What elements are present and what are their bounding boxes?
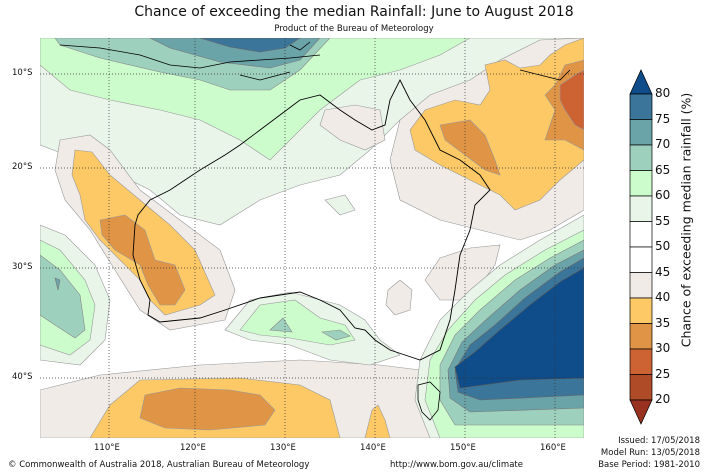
contour-65-70-west: [40, 254, 86, 339]
lon-label-160e: 160°E: [540, 443, 566, 453]
model-run-date: Model Run: 13/05/2018: [600, 448, 700, 458]
colorbar-bin: [629, 374, 653, 401]
lat-label-30s: 30°S: [12, 262, 33, 272]
lon-label-110e: 110°E: [94, 443, 120, 453]
lat-label-20s: 20°S: [12, 162, 33, 172]
colorbar-bin: [629, 93, 653, 120]
colorbar-bin: [629, 144, 653, 171]
contour-30-35-south: [139, 387, 276, 431]
colorbar-bin: [629, 272, 653, 299]
colorbar-tick-label: 45: [655, 264, 671, 279]
colorbar-tick-label: 55: [655, 213, 671, 228]
lat-label-10s: 10°S: [12, 68, 33, 78]
contour-25-30-ne: [559, 69, 584, 131]
colorbar-tick-label: 35: [655, 315, 671, 330]
contour-40-45-central: [319, 104, 386, 151]
contour-30-35-west: [99, 214, 186, 306]
contour-35-40-ne: [409, 38, 584, 211]
contour-35-40-south2: [364, 404, 391, 438]
colorbar-extend-top: [629, 69, 653, 95]
chart-title: Chance of exceeding the median Rainfall:…: [134, 4, 574, 20]
colorbar-bin: [629, 348, 653, 375]
colorbar-bin: [629, 119, 653, 146]
colorbar-tick-label: 40: [655, 290, 671, 304]
colorbar-tick-label: 60: [655, 188, 671, 202]
map-plot-area: [40, 38, 584, 438]
issued-date: Issued: 17/05/2018: [618, 436, 700, 446]
coastline-tasmania: [417, 381, 441, 421]
colorbar-tick-label: 50: [655, 239, 671, 253]
colorbar-tick-label: 25: [655, 366, 671, 381]
contour-40-45-interior1: [424, 244, 501, 301]
colorbar-bin: [629, 246, 653, 273]
colorbar-bin: [629, 323, 653, 350]
copyright-text: © Commonwealth of Australia 2018, Austra…: [8, 460, 310, 470]
colorbar-tick-label: 80: [655, 86, 671, 100]
bom-url-link[interactable]: http://www.bom.gov.au/climate: [390, 460, 523, 470]
contour-30-35-qld: [439, 119, 501, 176]
lat-label-40s: 40°S: [12, 372, 33, 382]
colorbar-label: Chance of exceeding median rainfall (%): [678, 92, 694, 348]
colorbar-tick-label: 65: [655, 162, 671, 177]
base-period: Base Period: 1981-2010: [598, 460, 700, 470]
colorbar-tick-label: 30: [655, 341, 671, 355]
colorbar-bin: [629, 297, 653, 324]
lon-label-150e: 150°E: [450, 443, 476, 453]
colorbar-bin: [629, 195, 653, 222]
colorbar-tick-label: 20: [655, 392, 671, 406]
colorbar-extend-bottom: [629, 399, 653, 425]
contour-65-70-sa1: [269, 317, 293, 333]
chart-subtitle: Product of the Bureau of Meteorology: [274, 24, 434, 34]
lon-label-120e: 120°E: [180, 443, 206, 453]
lon-label-140e: 140°E: [360, 443, 386, 453]
colorbar-tick-label: 70: [655, 137, 671, 151]
coastline-australia: [132, 78, 491, 361]
lon-label-130e: 130°E: [270, 443, 296, 453]
colorbar-tick-label: 75: [655, 111, 671, 126]
contour-70-75-west: [54, 277, 61, 291]
colorbar: [629, 69, 653, 425]
contour-75-80-north: [199, 38, 301, 53]
contour-40-45-interior2: [385, 279, 413, 316]
coastline-indonesia: [59, 41, 571, 81]
contour-65-70-sa2: [321, 329, 351, 341]
graticule: [40, 38, 584, 438]
contour-55-60-interior: [324, 194, 356, 216]
colorbar-bin: [629, 170, 653, 197]
colorbar-bin: [629, 221, 653, 248]
